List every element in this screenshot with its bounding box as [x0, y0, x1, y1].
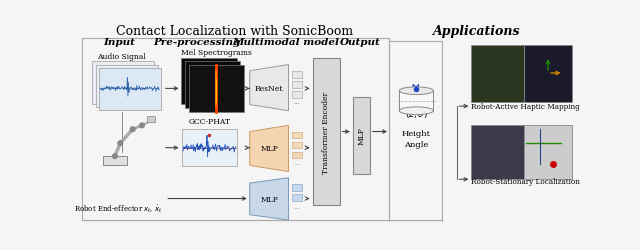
FancyBboxPatch shape — [292, 142, 301, 149]
Text: Input: Input — [104, 38, 136, 47]
FancyBboxPatch shape — [353, 98, 370, 174]
FancyBboxPatch shape — [292, 82, 301, 88]
Polygon shape — [250, 126, 289, 172]
Ellipse shape — [399, 108, 433, 115]
Circle shape — [140, 124, 145, 128]
FancyBboxPatch shape — [524, 45, 572, 103]
Circle shape — [131, 128, 135, 132]
FancyBboxPatch shape — [292, 194, 301, 201]
FancyBboxPatch shape — [524, 126, 572, 180]
FancyBboxPatch shape — [292, 132, 301, 139]
Text: GCC-PHAT: GCC-PHAT — [188, 118, 230, 126]
FancyBboxPatch shape — [399, 91, 433, 111]
FancyBboxPatch shape — [189, 66, 244, 112]
FancyBboxPatch shape — [92, 62, 154, 104]
Text: Height: Height — [402, 130, 431, 137]
FancyBboxPatch shape — [147, 117, 155, 123]
Text: MLP: MLP — [260, 145, 278, 153]
FancyBboxPatch shape — [182, 130, 237, 166]
Circle shape — [118, 141, 123, 146]
FancyBboxPatch shape — [99, 68, 161, 110]
FancyBboxPatch shape — [180, 58, 237, 104]
Text: $(z, \theta)$: $(z, \theta)$ — [405, 108, 428, 120]
FancyBboxPatch shape — [292, 72, 301, 78]
FancyBboxPatch shape — [103, 156, 127, 166]
Text: Applications: Applications — [433, 25, 520, 38]
Circle shape — [113, 154, 117, 159]
Text: MLP: MLP — [260, 195, 278, 203]
Text: Angle: Angle — [404, 141, 429, 149]
FancyBboxPatch shape — [184, 62, 241, 108]
Text: MLP: MLP — [357, 127, 365, 145]
Text: Robot-Stationary Localization: Robot-Stationary Localization — [471, 178, 580, 186]
Text: Multimodal model: Multimodal model — [232, 38, 339, 47]
FancyBboxPatch shape — [292, 184, 301, 191]
FancyBboxPatch shape — [472, 126, 524, 180]
Text: ...: ... — [294, 160, 300, 166]
FancyBboxPatch shape — [95, 65, 157, 108]
FancyBboxPatch shape — [292, 91, 301, 98]
Text: Robot End-effector $x_t$, $\dot{x}_t$: Robot End-effector $x_t$, $\dot{x}_t$ — [74, 202, 163, 214]
Text: ...: ... — [294, 204, 300, 210]
Polygon shape — [250, 178, 289, 220]
Text: ...: ... — [294, 99, 300, 105]
Polygon shape — [250, 65, 289, 111]
Text: Mel Spectrograms: Mel Spectrograms — [181, 49, 252, 57]
Text: Pre-processing: Pre-processing — [153, 38, 240, 47]
FancyBboxPatch shape — [312, 59, 340, 205]
Text: Transformer Encoder: Transformer Encoder — [322, 91, 330, 173]
Text: ResNet: ResNet — [255, 84, 284, 92]
Text: Robot-Active Haptic Mapping: Robot-Active Haptic Mapping — [471, 102, 580, 110]
Text: Output: Output — [340, 38, 381, 47]
FancyBboxPatch shape — [292, 152, 301, 159]
Text: Audio Signal: Audio Signal — [97, 53, 146, 61]
FancyBboxPatch shape — [472, 45, 524, 103]
Ellipse shape — [399, 88, 433, 95]
Text: Contact Localization with SonicBoom: Contact Localization with SonicBoom — [116, 25, 353, 38]
